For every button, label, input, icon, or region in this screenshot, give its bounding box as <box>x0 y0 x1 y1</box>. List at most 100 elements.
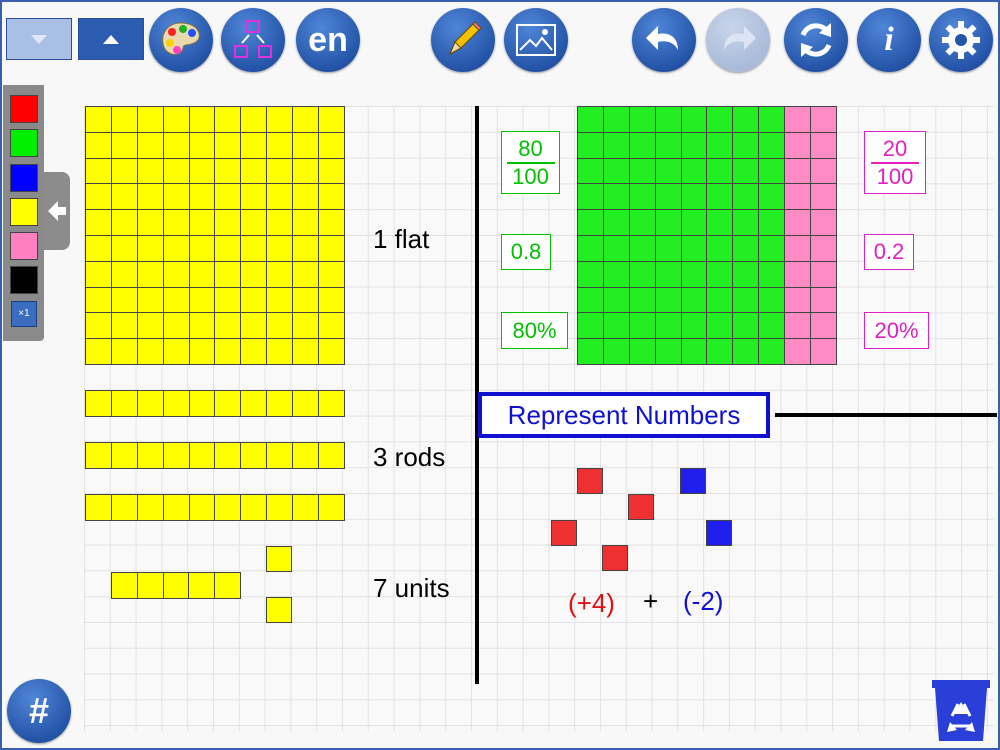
grid-cell <box>189 132 216 159</box>
unit-cubes-row[interactable] <box>111 572 241 599</box>
grid-cell <box>681 261 708 288</box>
trash-button[interactable] <box>930 678 992 743</box>
red-counter[interactable] <box>577 468 603 494</box>
grid-cell <box>267 210 294 236</box>
grid-cell <box>655 287 682 314</box>
grid-cell <box>293 287 320 314</box>
pencil-button[interactable] <box>431 8 495 72</box>
grid-cell <box>603 313 630 340</box>
grid-cell <box>111 495 138 521</box>
divider-horizontal <box>775 413 997 417</box>
base-ten-rod[interactable] <box>85 442 345 469</box>
base-ten-rod[interactable] <box>85 390 345 417</box>
grid-cell <box>163 107 190 133</box>
unit-cube[interactable] <box>266 597 292 623</box>
grid-cell <box>163 313 190 340</box>
grid-cell <box>111 107 138 133</box>
negative-expression[interactable]: (-2) <box>683 586 724 616</box>
grid-cell <box>629 184 656 211</box>
swatch-black[interactable] <box>10 266 38 294</box>
palette-button[interactable] <box>149 8 213 72</box>
plus-sign: + <box>643 586 659 616</box>
grid-cell <box>241 158 268 185</box>
grid-cell <box>811 107 837 133</box>
grid-cell <box>811 313 837 340</box>
settings-button[interactable] <box>929 8 993 72</box>
grid-cell <box>86 495 112 521</box>
swatch-red[interactable] <box>10 95 38 123</box>
info-button[interactable]: i <box>857 8 921 72</box>
red-counter[interactable] <box>551 520 577 546</box>
grid-cell <box>189 107 216 133</box>
grid-toggle-button[interactable]: # <box>7 679 71 743</box>
grid-cell <box>655 313 682 340</box>
grid-cell <box>163 235 190 262</box>
swatch-green[interactable] <box>10 129 38 157</box>
grid-cell <box>267 158 294 185</box>
swatch-pink[interactable] <box>10 232 38 260</box>
pink-decimal[interactable]: 0.2 <box>864 234 914 270</box>
grid-cell <box>707 287 734 314</box>
grid-cell <box>241 107 268 133</box>
grid-cell <box>112 573 138 599</box>
green-percent[interactable]: 80% <box>501 312 568 349</box>
scroll-down-button[interactable] <box>6 18 72 60</box>
grid-cell <box>163 495 190 521</box>
grid-cell <box>578 235 604 262</box>
grid-cell <box>215 107 242 133</box>
grid-cell <box>811 210 837 236</box>
swatch-blue[interactable] <box>10 164 38 192</box>
grid-cell <box>137 391 164 417</box>
grid-cell <box>759 313 786 340</box>
grid-cell <box>681 184 708 211</box>
grid-cell <box>319 443 345 469</box>
grid-cell <box>189 313 216 340</box>
grid-cell <box>241 210 268 236</box>
grid-cell <box>681 313 708 340</box>
grid-cell <box>629 210 656 236</box>
image-button[interactable] <box>504 8 568 72</box>
positive-expression[interactable]: (+4) <box>568 588 615 618</box>
grid-cell <box>163 132 190 159</box>
swatch-yellow[interactable] <box>10 198 38 226</box>
undo-icon <box>646 26 678 50</box>
pink-fraction[interactable]: 20 100 <box>864 131 926 194</box>
language-button[interactable]: en <box>296 8 360 72</box>
unit-cube[interactable] <box>266 546 292 572</box>
multiplier-button[interactable]: ×1 <box>11 301 37 327</box>
refresh-button[interactable] <box>784 8 848 72</box>
grid-cell <box>189 287 216 314</box>
grid-cell <box>707 235 734 262</box>
blue-counter[interactable] <box>680 468 706 494</box>
grid-cell <box>655 339 682 365</box>
scroll-up-button[interactable] <box>78 18 144 60</box>
grid-cell <box>163 391 190 417</box>
redo-button[interactable] <box>706 8 770 72</box>
base-ten-rod[interactable] <box>85 494 345 521</box>
grid-cell <box>785 132 812 159</box>
grid-cell <box>785 107 812 133</box>
red-counter[interactable] <box>602 545 628 571</box>
grid-cell <box>189 339 216 365</box>
green-fraction[interactable]: 80 100 <box>501 131 560 194</box>
grid-cell <box>785 287 812 314</box>
palette-collapse-tab[interactable] <box>44 172 70 250</box>
divider-vertical <box>475 106 479 684</box>
grid-cell <box>293 210 320 236</box>
undo-button[interactable] <box>632 8 696 72</box>
grid-cell <box>759 261 786 288</box>
grid-cell <box>293 184 320 211</box>
section-title[interactable]: Represent Numbers <box>478 392 770 438</box>
arrange-button[interactable] <box>221 8 285 72</box>
base-ten-flat[interactable] <box>85 106 345 365</box>
pink-percent[interactable]: 20% <box>864 312 929 349</box>
green-decimal[interactable]: 0.8 <box>501 234 551 270</box>
grid-cell <box>759 287 786 314</box>
grid-cell <box>707 339 734 365</box>
grid-cell <box>215 132 242 159</box>
grid-cell <box>603 287 630 314</box>
red-counter[interactable] <box>628 494 654 520</box>
grid-cell <box>759 132 786 159</box>
hundred-grid[interactable] <box>577 106 837 365</box>
blue-counter[interactable] <box>706 520 732 546</box>
